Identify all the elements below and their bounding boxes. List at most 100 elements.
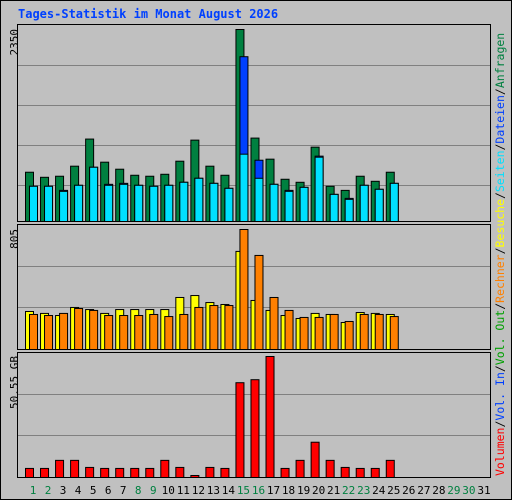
bar [175, 466, 185, 478]
bar [314, 156, 324, 222]
bar [179, 313, 189, 350]
bar [179, 181, 189, 222]
chart-title: Tages-Statistik im Monat August 2026 [18, 7, 278, 21]
x-tick-label: 8 [135, 484, 142, 497]
bar [209, 182, 219, 222]
bar [359, 313, 369, 350]
bar [134, 184, 144, 222]
bar [389, 182, 399, 222]
bar [325, 459, 335, 479]
x-tick-label: 30 [462, 484, 475, 497]
bar [239, 153, 249, 222]
bar [344, 320, 354, 351]
bar [314, 316, 324, 351]
bar [85, 466, 95, 478]
bar [160, 459, 170, 479]
x-tick-label: 22 [342, 484, 355, 497]
bar [55, 459, 65, 479]
legend-separator: / [493, 192, 507, 199]
x-tick-label: 31 [477, 484, 490, 497]
bar [284, 309, 294, 350]
bar [194, 177, 204, 222]
x-tick-label: 13 [207, 484, 220, 497]
bar [100, 467, 110, 478]
bar [119, 183, 129, 222]
bar [385, 459, 395, 479]
bar [280, 467, 290, 478]
x-tick-label: 26 [402, 484, 415, 497]
bar [104, 315, 114, 350]
bar [44, 315, 54, 350]
bar [329, 313, 339, 350]
bar [104, 184, 114, 222]
x-tick-label: 21 [327, 484, 340, 497]
bar [310, 441, 320, 479]
bar [130, 467, 140, 478]
bar [299, 316, 309, 351]
legend-separator: / [493, 88, 507, 95]
bar [89, 309, 99, 350]
legend-separator: / [493, 365, 507, 372]
bar [74, 308, 84, 351]
legend-entry: Rechner [493, 254, 507, 303]
legend-entry: Seiten [493, 151, 507, 193]
bar [205, 466, 215, 478]
bar [209, 305, 219, 350]
bar [344, 198, 354, 222]
legend-entry: Volumen [493, 428, 507, 476]
legend-separator: / [493, 144, 507, 151]
y-tick-label: 2350 [8, 29, 21, 56]
bar [25, 467, 34, 478]
x-tick-label: 11 [177, 484, 190, 497]
bar [329, 193, 339, 222]
x-tick-label: 17 [267, 484, 280, 497]
legend-separator: / [493, 421, 507, 428]
bar [149, 185, 159, 222]
bar [239, 229, 249, 350]
bar [269, 296, 279, 351]
bar [284, 190, 294, 222]
bar [164, 316, 174, 351]
x-tick-label: 9 [150, 484, 157, 497]
bar [40, 467, 50, 478]
bar [134, 315, 144, 350]
bar [74, 184, 84, 222]
bar [265, 356, 275, 478]
legend-separator: / [493, 303, 507, 310]
bar [269, 183, 279, 222]
bar [70, 459, 80, 479]
x-tick-label: 6 [105, 484, 112, 497]
bar [44, 185, 54, 222]
bar [295, 459, 305, 479]
x-tick-label: 18 [282, 484, 295, 497]
bar [299, 186, 309, 222]
x-tick-label: 27 [417, 484, 430, 497]
bar [149, 313, 159, 350]
bar [224, 187, 234, 222]
x-tick-label: 14 [222, 484, 236, 497]
x-tick-label: 4 [75, 484, 82, 497]
x-tick-label: 7 [120, 484, 127, 497]
x-tick-label: 20 [312, 484, 325, 497]
bar [164, 184, 174, 222]
x-tick-label: 19 [297, 484, 310, 497]
x-tick-label: 15 [237, 484, 250, 497]
x-tick-label: 25 [387, 484, 400, 497]
y-tick-label: 50.55 GB [8, 356, 21, 409]
bar [89, 166, 99, 222]
x-tick-label: 28 [432, 484, 445, 497]
legend: Volumen/Vol. In/Vol. Out/Rechner/Besuche… [493, 33, 507, 476]
legend-entry: Vol. In [493, 372, 507, 420]
y-tick-label: 805 [8, 229, 21, 249]
legend-entry: Vol. Out [493, 310, 507, 365]
bar [29, 185, 38, 222]
bar [119, 315, 129, 350]
bar [389, 316, 399, 351]
legend-separator: / [493, 247, 507, 254]
legend-entry: Anfragen [493, 33, 507, 88]
x-tick-label: 16 [252, 484, 265, 497]
x-tick-label: 5 [90, 484, 97, 497]
bar [59, 312, 69, 351]
bar [374, 188, 384, 222]
